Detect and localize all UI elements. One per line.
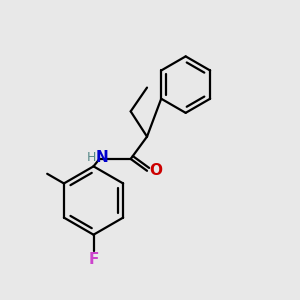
Text: F: F	[88, 253, 99, 268]
Text: O: O	[149, 163, 162, 178]
Text: H: H	[86, 151, 96, 164]
Text: N: N	[95, 150, 108, 165]
